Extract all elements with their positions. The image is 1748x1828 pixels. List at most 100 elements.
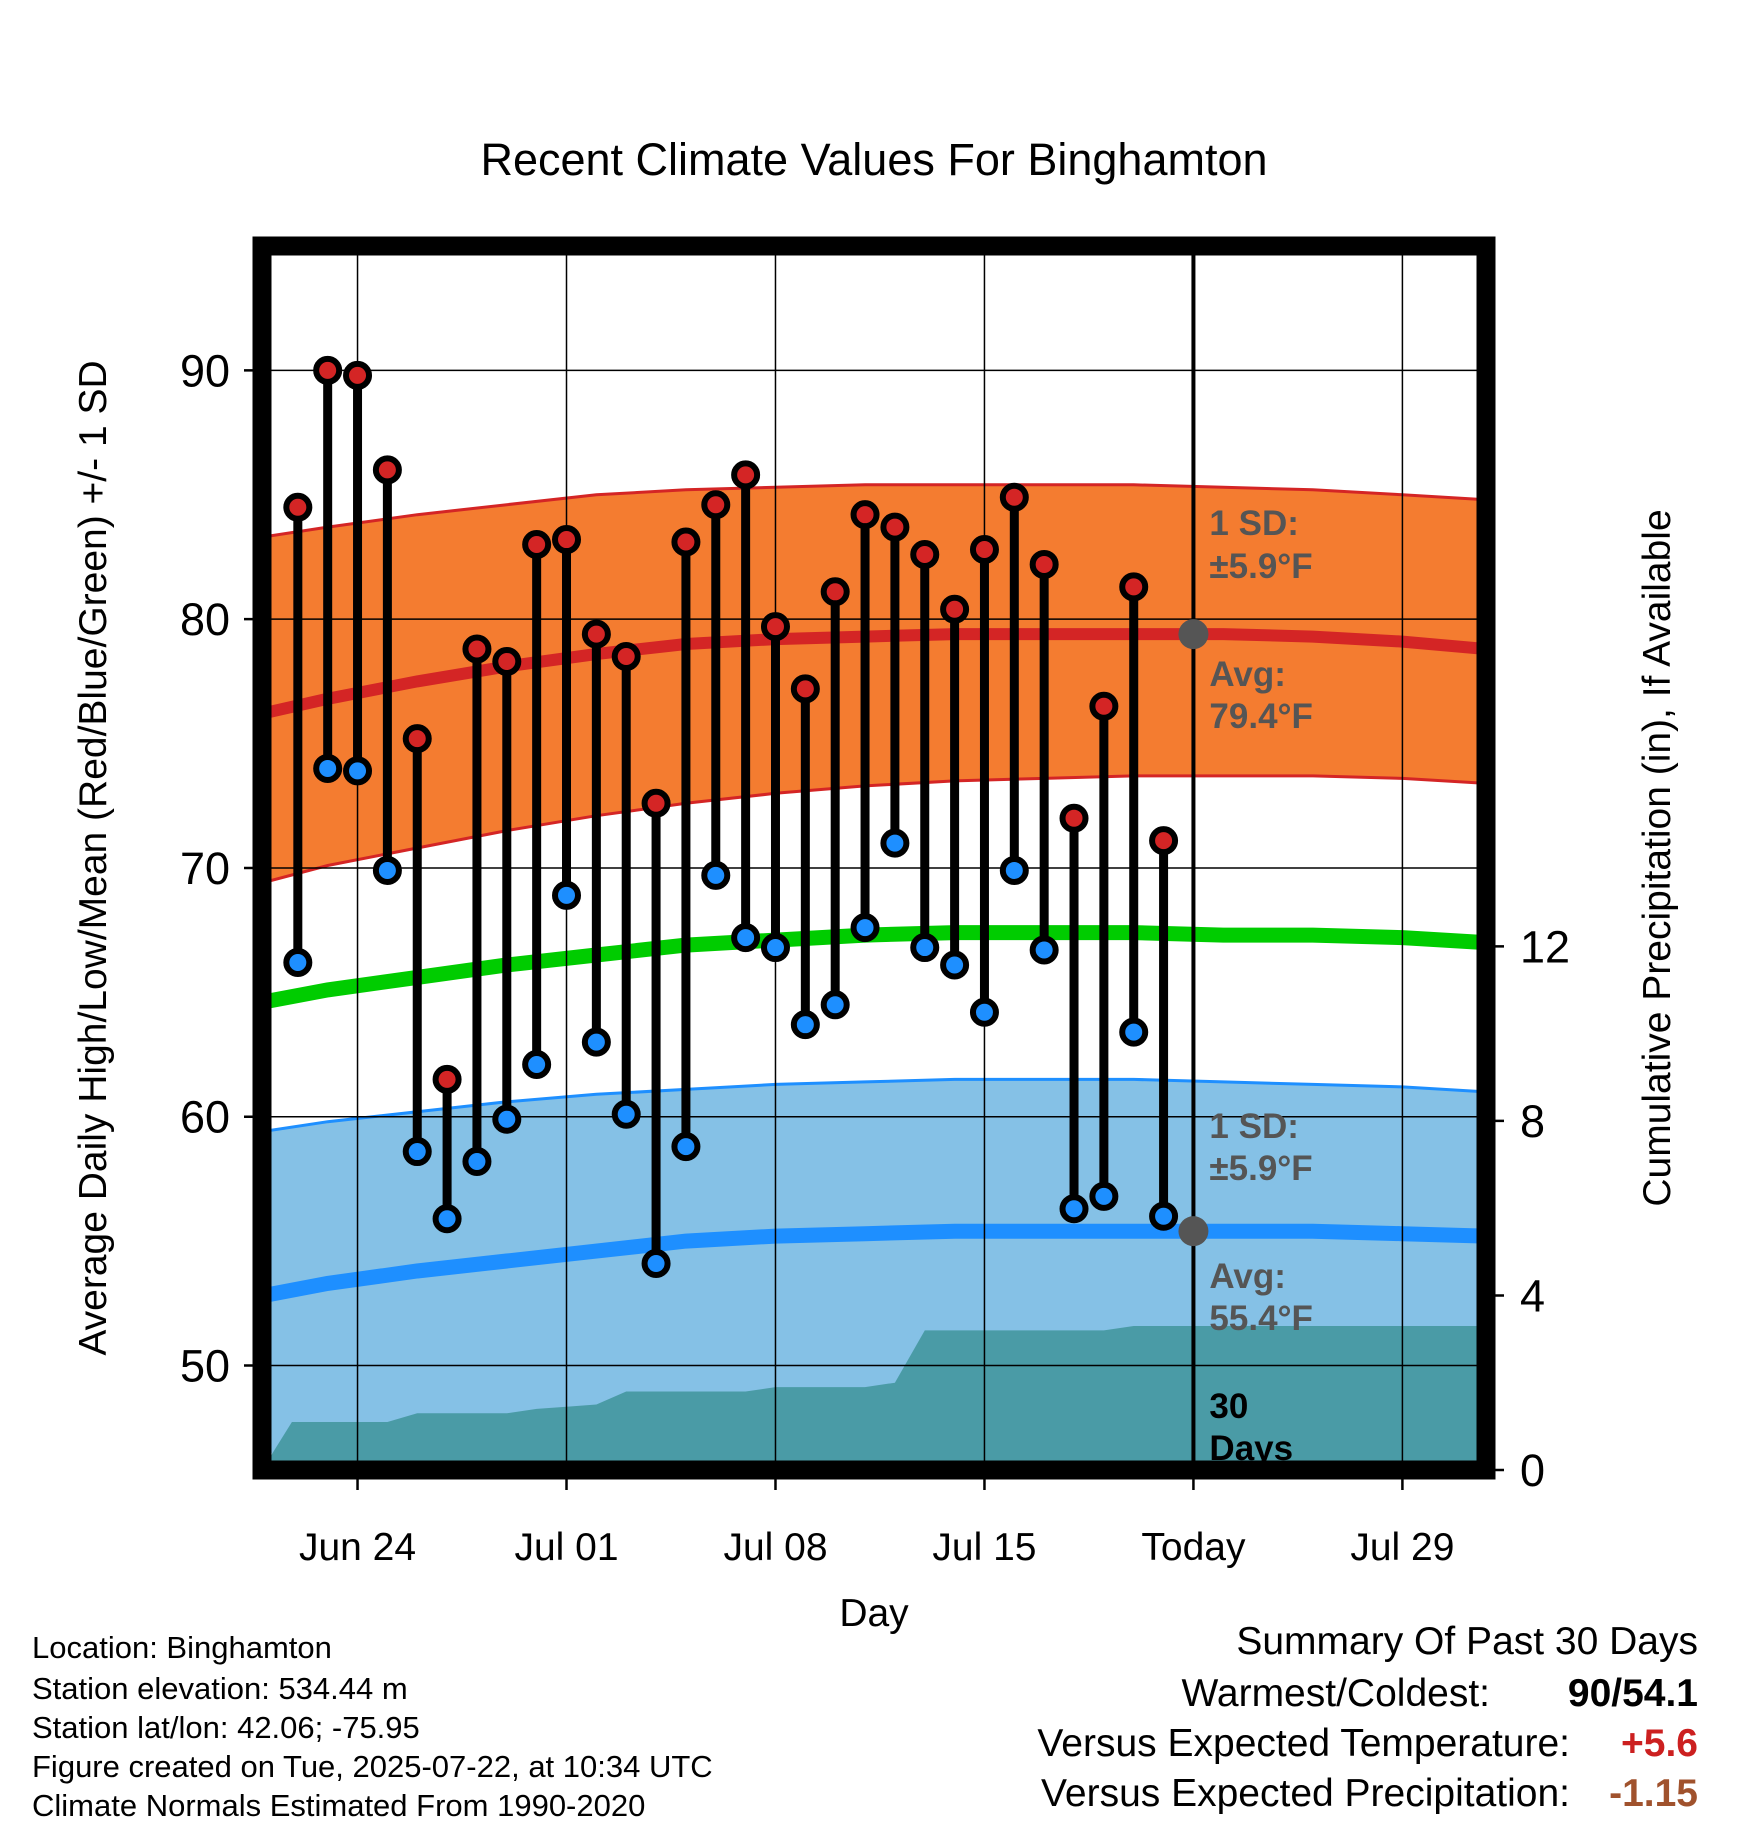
x-tick-label: Jul 08 (723, 1526, 827, 1569)
summary-title: Summary Of Past 30 Days (1236, 1620, 1698, 1663)
daily-high-marker (462, 634, 492, 664)
daily-low-marker (969, 997, 999, 1027)
low-sd-value-annotation: ±5.9°F (1209, 1149, 1312, 1188)
daily-high-marker (432, 1064, 462, 1094)
daily-high-marker (313, 355, 343, 385)
daily-high-marker (1119, 572, 1149, 602)
daily-low-marker (402, 1137, 432, 1167)
daily-high-marker (760, 612, 790, 642)
daily-high-marker (283, 492, 313, 522)
daily-high-marker (372, 455, 402, 485)
daily-low-marker (283, 947, 313, 977)
y-tick-label: 90 (180, 345, 230, 396)
daily-high-marker (671, 527, 701, 557)
daily-high-marker (940, 594, 970, 624)
chart-title: Recent Climate Values For Binghamton (480, 134, 1267, 185)
footer-latlon: Station lat/lon: 42.06; -75.95 (32, 1710, 420, 1745)
today-avg-low-marker (1178, 1216, 1209, 1247)
daily-low-marker (1089, 1181, 1119, 1211)
daily-low-marker (671, 1132, 701, 1162)
daily-low-marker (581, 1027, 611, 1057)
daily-high-marker (910, 539, 940, 569)
daily-low-marker (492, 1104, 522, 1134)
high-sd-title-annotation: 1 SD: (1209, 504, 1298, 543)
cumulative-precip-area (262, 1326, 1486, 1470)
y-tick-label: 50 (180, 1341, 230, 1392)
daily-high-marker (402, 724, 432, 754)
today-avg-high-marker (1178, 619, 1209, 650)
daily-high-marker (1089, 691, 1119, 721)
daily-low-marker (940, 950, 970, 980)
low-avg-title-annotation: Avg: (1209, 1257, 1285, 1296)
daily-high-marker (641, 788, 671, 818)
daily-low-marker (999, 855, 1029, 885)
daily-low-marker (1149, 1201, 1179, 1231)
daily-low-marker (343, 756, 373, 786)
plot-frame (252, 236, 1496, 1480)
daily-low-marker (1059, 1194, 1089, 1224)
daily-low-marker (552, 880, 582, 910)
high-avg-value-annotation: 79.4°F (1209, 697, 1313, 736)
footer-normals: Climate Normals Estimated From 1990-2020 (32, 1788, 646, 1823)
daily-high-marker (701, 490, 731, 520)
x-tick-label: Jun 24 (299, 1526, 416, 1569)
daily-high-marker (790, 674, 820, 704)
high-sd-value-annotation: ±5.9°F (1209, 547, 1312, 586)
y-tick-label: 70 (180, 843, 230, 894)
x-axis-label: Day (839, 1592, 909, 1635)
daily-low-marker (701, 860, 731, 890)
y2-tick-label: 8 (1520, 1096, 1545, 1147)
y2-tick-label: 4 (1520, 1270, 1545, 1321)
x-tick-label: Jul 15 (932, 1526, 1036, 1569)
summary-precip-label: Versus Expected Precipitation: (1041, 1772, 1570, 1815)
summary-temp-value: +5.6 (1621, 1722, 1698, 1765)
low-sd-title-annotation: 1 SD: (1209, 1107, 1298, 1146)
high-sd-upper-line (262, 483, 1486, 539)
daily-low-marker (462, 1147, 492, 1177)
daily-low-marker (790, 1010, 820, 1040)
daily-high-marker (969, 535, 999, 565)
y2-axis-label: Cumulative Precipitation (in), If Availa… (1636, 509, 1679, 1206)
footer-location: Location: Binghamton (32, 1630, 332, 1665)
summary-temp-label: Versus Expected Temperature: (1037, 1722, 1570, 1765)
daily-high-marker (880, 512, 910, 542)
daily-low-marker (820, 990, 850, 1020)
daily-high-marker (731, 460, 761, 490)
daily-low-marker (522, 1049, 552, 1079)
daily-low-marker (611, 1099, 641, 1129)
y2-tick-label: 12 (1520, 921, 1570, 972)
avg-mean-line (262, 925, 1486, 1010)
y-axis-label: Average Daily High/Low/Mean (Red/Blue/Gr… (72, 360, 115, 1355)
daily-high-marker (492, 646, 522, 676)
footer-created: Figure created on Tue, 2025-07-22, at 10… (32, 1749, 713, 1784)
daily-high-marker (611, 641, 641, 671)
daily-high-marker (552, 525, 582, 555)
x-tick-label: Jul 29 (1350, 1526, 1454, 1569)
avg-low-line (262, 1223, 1486, 1304)
summary-precip-value: -1.15 (1609, 1772, 1698, 1815)
daily-high-marker (522, 530, 552, 560)
daily-low-marker (313, 753, 343, 783)
daily-low-marker (1029, 935, 1059, 965)
high-sd-band (262, 484, 1486, 883)
daily-low-marker (641, 1249, 671, 1279)
daily-low-marker (910, 933, 940, 963)
daily-low-marker (850, 913, 880, 943)
daily-high-marker (850, 500, 880, 530)
daily-low-marker (432, 1204, 462, 1234)
footer-elevation: Station elevation: 534.44 m (32, 1671, 408, 1706)
y-tick-label: 60 (180, 1092, 230, 1143)
daily-high-marker (1149, 826, 1179, 856)
daily-low-marker (1119, 1017, 1149, 1047)
days-count-annotation: 30 (1209, 1387, 1248, 1426)
high-avg-title-annotation: Avg: (1209, 655, 1285, 694)
daily-high-marker (581, 619, 611, 649)
daily-low-marker (372, 855, 402, 885)
y-tick-label: 80 (180, 594, 230, 645)
summary-warmest-coldest-label: Warmest/Coldest: (1181, 1672, 1490, 1715)
daily-high-marker (820, 577, 850, 607)
low-avg-value-annotation: 55.4°F (1209, 1299, 1313, 1338)
daily-high-marker (999, 482, 1029, 512)
daily-low-marker (731, 923, 761, 953)
